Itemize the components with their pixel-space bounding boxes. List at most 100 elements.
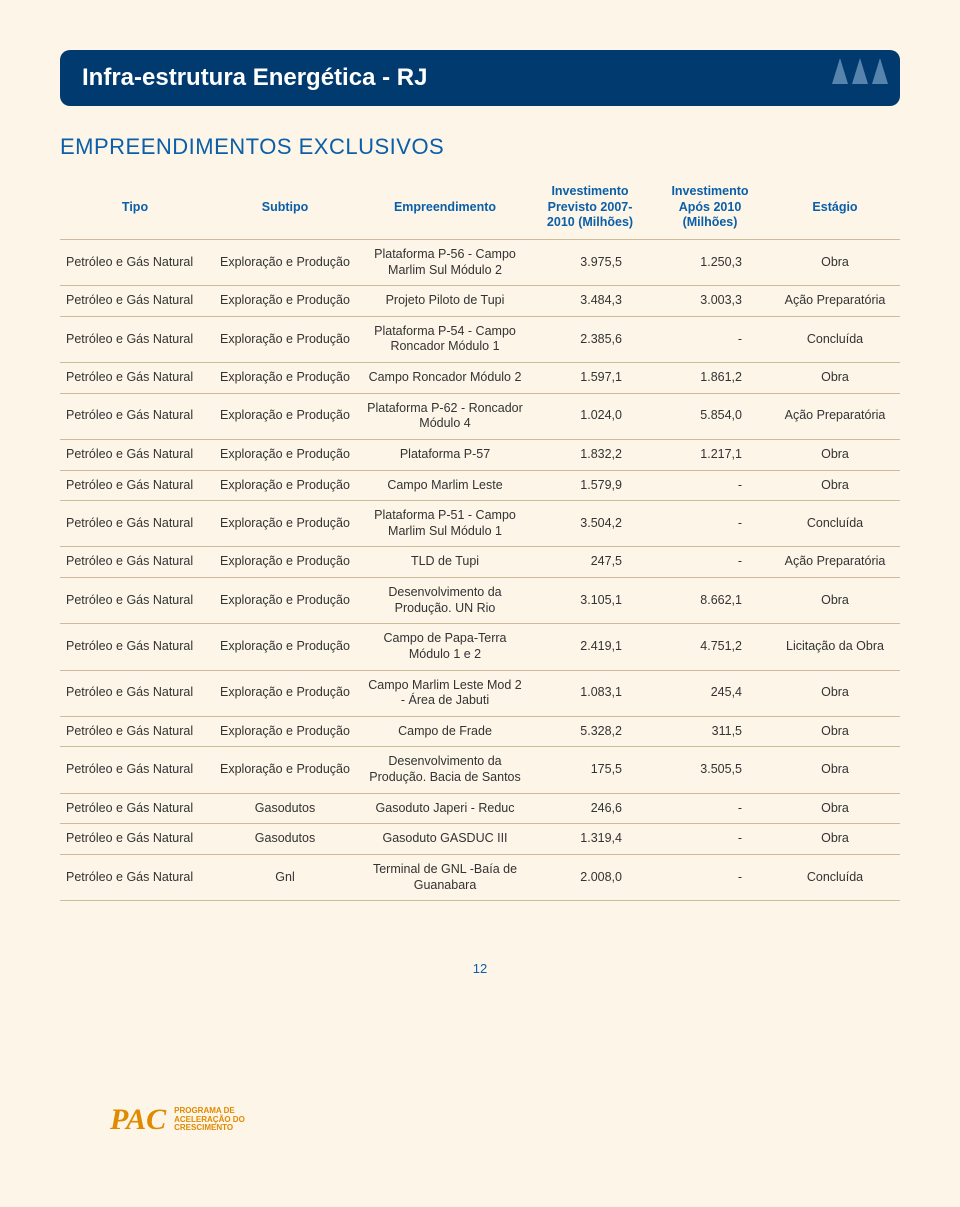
table-header-row: Tipo Subtipo Empreendimento Investimento… <box>60 176 900 239</box>
cell-empreendimento: Plataforma P-62 - Roncador Módulo 4 <box>360 393 530 439</box>
cell-inv-apos: - <box>650 470 770 501</box>
col-estagio: Estágio <box>770 176 900 239</box>
page-header-banner: Infra-estrutura Energética - RJ <box>60 50 900 106</box>
cell-estagio: Obra <box>770 824 900 855</box>
table-row: Petróleo e Gás NaturalGnlTerminal de GNL… <box>60 854 900 900</box>
table-row: Petróleo e Gás NaturalExploração e Produ… <box>60 316 900 362</box>
cell-estagio: Obra <box>770 793 900 824</box>
cell-tipo: Petróleo e Gás Natural <box>60 824 210 855</box>
cell-empreendimento: Campo de Papa-Terra Módulo 1 e 2 <box>360 624 530 670</box>
cell-estagio: Ação Preparatória <box>770 393 900 439</box>
cell-tipo: Petróleo e Gás Natural <box>60 470 210 501</box>
cell-empreendimento: Desenvolvimento da Produção. UN Rio <box>360 578 530 624</box>
table-row: Petróleo e Gás NaturalExploração e Produ… <box>60 624 900 670</box>
cell-empreendimento: Campo de Frade <box>360 716 530 747</box>
cell-inv-previsto: 1.024,0 <box>530 393 650 439</box>
col-tipo: Tipo <box>60 176 210 239</box>
cell-estagio: Ação Preparatória <box>770 547 900 578</box>
col-empreendimento: Empreendimento <box>360 176 530 239</box>
cell-inv-previsto: 3.105,1 <box>530 578 650 624</box>
cell-subtipo: Exploração e Produção <box>210 624 360 670</box>
cell-tipo: Petróleo e Gás Natural <box>60 716 210 747</box>
cell-subtipo: Exploração e Produção <box>210 501 360 547</box>
cell-inv-previsto: 1.832,2 <box>530 439 650 470</box>
section-subheading: EMPREENDIMENTOS EXCLUSIVOS <box>60 134 900 160</box>
cell-inv-previsto: 3.975,5 <box>530 239 650 285</box>
cell-subtipo: Gasodutos <box>210 793 360 824</box>
cell-empreendimento: Terminal de GNL -Baía de Guanabara <box>360 854 530 900</box>
cell-inv-previsto: 2.008,0 <box>530 854 650 900</box>
cell-inv-apos: 1.250,3 <box>650 239 770 285</box>
cell-empreendimento: Gasoduto GASDUC III <box>360 824 530 855</box>
page-number: 12 <box>60 961 900 976</box>
cell-inv-previsto: 1.579,9 <box>530 470 650 501</box>
table-row: Petróleo e Gás NaturalExploração e Produ… <box>60 470 900 501</box>
cell-inv-apos: 311,5 <box>650 716 770 747</box>
cell-tipo: Petróleo e Gás Natural <box>60 316 210 362</box>
cell-estagio: Obra <box>770 747 900 793</box>
cell-inv-apos: 1.861,2 <box>650 363 770 394</box>
cell-subtipo: Exploração e Produção <box>210 363 360 394</box>
cell-tipo: Petróleo e Gás Natural <box>60 624 210 670</box>
cell-inv-previsto: 246,6 <box>530 793 650 824</box>
cell-estagio: Concluída <box>770 501 900 547</box>
table-row: Petróleo e Gás NaturalExploração e Produ… <box>60 363 900 394</box>
cell-tipo: Petróleo e Gás Natural <box>60 239 210 285</box>
cell-inv-previsto: 3.484,3 <box>530 286 650 317</box>
cell-tipo: Petróleo e Gás Natural <box>60 747 210 793</box>
cell-inv-apos: 5.854,0 <box>650 393 770 439</box>
cell-empreendimento: Gasoduto Japeri - Reduc <box>360 793 530 824</box>
table-row: Petróleo e Gás NaturalExploração e Produ… <box>60 547 900 578</box>
table-row: Petróleo e Gás NaturalGasodutosGasoduto … <box>60 824 900 855</box>
cell-subtipo: Exploração e Produção <box>210 747 360 793</box>
cell-estagio: Obra <box>770 470 900 501</box>
cell-inv-apos: 3.505,5 <box>650 747 770 793</box>
cell-subtipo: Exploração e Produção <box>210 578 360 624</box>
cell-inv-apos: - <box>650 824 770 855</box>
investments-table: Tipo Subtipo Empreendimento Investimento… <box>60 176 900 901</box>
cell-estagio: Ação Preparatória <box>770 286 900 317</box>
cell-estagio: Obra <box>770 716 900 747</box>
cell-inv-previsto: 1.597,1 <box>530 363 650 394</box>
cell-estagio: Obra <box>770 239 900 285</box>
cell-inv-previsto: 1.319,4 <box>530 824 650 855</box>
cell-empreendimento: Plataforma P-56 - Campo Marlim Sul Módul… <box>360 239 530 285</box>
cell-empreendimento: TLD de Tupi <box>360 547 530 578</box>
cell-inv-apos: - <box>650 547 770 578</box>
cell-tipo: Petróleo e Gás Natural <box>60 393 210 439</box>
cell-estagio: Obra <box>770 578 900 624</box>
header-decor-icon <box>832 58 888 84</box>
cell-tipo: Petróleo e Gás Natural <box>60 670 210 716</box>
table-row: Petróleo e Gás NaturalExploração e Produ… <box>60 578 900 624</box>
cell-subtipo: Exploração e Produção <box>210 439 360 470</box>
cell-inv-previsto: 2.419,1 <box>530 624 650 670</box>
cell-tipo: Petróleo e Gás Natural <box>60 439 210 470</box>
table-row: Petróleo e Gás NaturalExploração e Produ… <box>60 747 900 793</box>
cell-empreendimento: Projeto Piloto de Tupi <box>360 286 530 317</box>
cell-estagio: Obra <box>770 439 900 470</box>
cell-empreendimento: Campo Marlim Leste Mod 2 - Área de Jabut… <box>360 670 530 716</box>
cell-estagio: Concluída <box>770 854 900 900</box>
pac-acronym: PAC <box>110 1103 166 1137</box>
cell-subtipo: Gasodutos <box>210 824 360 855</box>
cell-tipo: Petróleo e Gás Natural <box>60 854 210 900</box>
cell-tipo: Petróleo e Gás Natural <box>60 501 210 547</box>
cell-empreendimento: Campo Marlim Leste <box>360 470 530 501</box>
cell-inv-apos: 8.662,1 <box>650 578 770 624</box>
cell-subtipo: Gnl <box>210 854 360 900</box>
cell-inv-previsto: 5.328,2 <box>530 716 650 747</box>
cell-inv-previsto: 175,5 <box>530 747 650 793</box>
cell-tipo: Petróleo e Gás Natural <box>60 578 210 624</box>
cell-empreendimento: Desenvolvimento da Produção. Bacia de Sa… <box>360 747 530 793</box>
cell-inv-apos: - <box>650 316 770 362</box>
cell-inv-apos: 1.217,1 <box>650 439 770 470</box>
cell-tipo: Petróleo e Gás Natural <box>60 793 210 824</box>
cell-inv-apos: 3.003,3 <box>650 286 770 317</box>
cell-subtipo: Exploração e Produção <box>210 239 360 285</box>
col-subtipo: Subtipo <box>210 176 360 239</box>
col-inv-apos: Investimento Após 2010 (Milhões) <box>650 176 770 239</box>
cell-subtipo: Exploração e Produção <box>210 716 360 747</box>
table-row: Petróleo e Gás NaturalExploração e Produ… <box>60 439 900 470</box>
cell-inv-previsto: 3.504,2 <box>530 501 650 547</box>
cell-inv-previsto: 247,5 <box>530 547 650 578</box>
